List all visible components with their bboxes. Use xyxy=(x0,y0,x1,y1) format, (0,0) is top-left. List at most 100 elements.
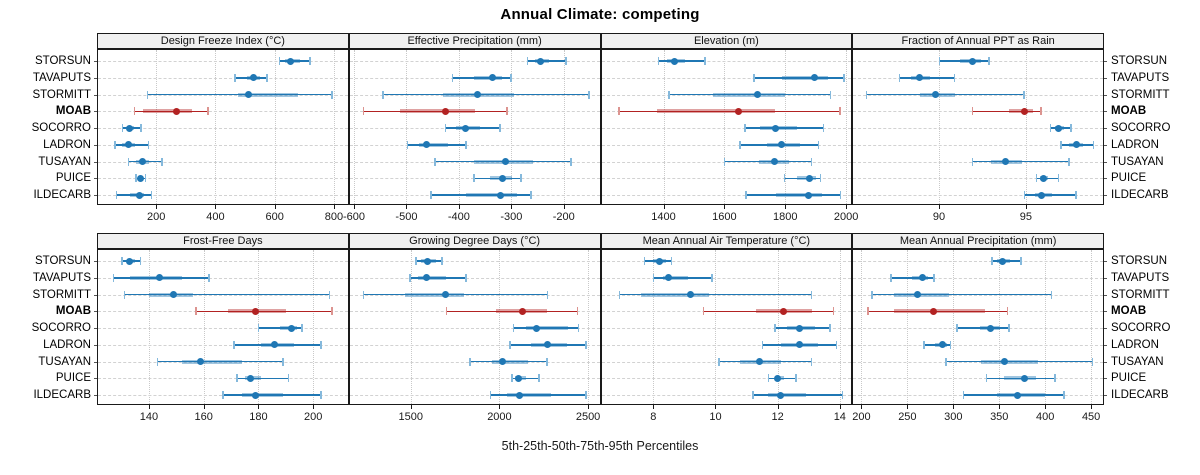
median-dot xyxy=(932,91,940,98)
row-gridline xyxy=(853,178,1103,180)
site-label-left: TAVAPUTS xyxy=(32,71,91,84)
v-gridline xyxy=(715,250,717,404)
whisker-line xyxy=(871,293,1052,296)
site-label-right: PUICE xyxy=(1111,172,1147,185)
whisker-cap xyxy=(208,273,210,282)
iqr-band xyxy=(657,109,776,114)
whisker-cap xyxy=(867,307,869,316)
whisker-cap xyxy=(865,90,868,99)
whisker-cap xyxy=(841,391,844,399)
site-label-left: TUSAYAN xyxy=(38,155,91,168)
row-gridline xyxy=(601,344,852,346)
whisker-cap xyxy=(565,57,567,65)
v-gridline xyxy=(406,50,408,204)
panel-plot xyxy=(97,249,349,405)
iqr-band xyxy=(997,393,1046,397)
whisker-cap xyxy=(1020,257,1022,265)
axis-tick-label: 1600 xyxy=(712,211,737,223)
axis-tick-label: -400 xyxy=(447,211,470,223)
row-tick xyxy=(1104,261,1107,262)
whisker-cap xyxy=(278,57,281,65)
whisker-line xyxy=(124,293,330,296)
whisker-line xyxy=(703,310,834,312)
whisker-line xyxy=(963,394,1065,396)
median-dot xyxy=(929,307,937,315)
whisker-cap xyxy=(962,391,965,399)
median-dot xyxy=(1014,391,1022,399)
axis-tick-mark xyxy=(953,405,955,409)
row-gridline xyxy=(98,128,348,129)
panel-strip: Fraction of Annual PPT as Rain xyxy=(852,33,1104,49)
v-gridline xyxy=(846,50,848,204)
whisker-line xyxy=(258,327,303,329)
whisker-line xyxy=(279,60,311,62)
axis-tick-mark xyxy=(511,205,513,209)
whisker-line xyxy=(382,93,590,96)
axis-tick-mark xyxy=(410,405,412,409)
whisker-cap xyxy=(127,157,130,166)
whisker-cap xyxy=(576,307,579,316)
axis-tick-label: 450 xyxy=(1081,411,1101,423)
median-dot xyxy=(938,341,946,349)
v-gridline xyxy=(953,250,955,404)
row-tick xyxy=(94,195,97,196)
axis-tick-label: 2000 xyxy=(487,411,512,423)
whisker-cap xyxy=(320,340,322,349)
median-dot xyxy=(735,107,743,115)
row-tick xyxy=(1104,277,1107,279)
whisker-cap xyxy=(506,107,508,116)
median-dot xyxy=(1072,141,1080,149)
whisker-cap xyxy=(588,90,590,99)
median-dot xyxy=(537,57,545,65)
whisker-cap xyxy=(753,73,755,82)
median-dot xyxy=(1037,191,1045,199)
median-dot xyxy=(998,257,1006,265)
median-dot xyxy=(755,358,763,365)
whisker-line xyxy=(446,310,578,312)
whisker-line xyxy=(986,377,1056,379)
whisker-cap xyxy=(739,140,741,149)
median-dot xyxy=(474,91,482,98)
median-dot xyxy=(197,358,205,365)
whisker-cap xyxy=(465,273,467,282)
whisker-line xyxy=(445,127,501,129)
whisker-line xyxy=(511,377,540,379)
whisker-cap xyxy=(1035,174,1038,183)
axis-tick-label: 1800 xyxy=(773,211,798,223)
iqr-band xyxy=(640,292,710,297)
site-label-left: STORMITT xyxy=(32,288,91,301)
site-label-right: TAVAPUTS xyxy=(1111,271,1170,284)
site-label-right: SOCORRO xyxy=(1111,322,1171,334)
whisker-cap xyxy=(618,290,621,299)
median-dot xyxy=(543,341,551,349)
median-dot xyxy=(516,391,524,399)
axis-tick-mark xyxy=(777,405,779,409)
axis-tick-label: -500 xyxy=(395,211,418,223)
row-gridline xyxy=(98,378,348,380)
axis-tick-label: 1400 xyxy=(651,211,676,223)
whisker-cap xyxy=(752,391,754,399)
row-tick xyxy=(94,328,97,329)
panel-strip: Mean Annual Air Temperature (°C) xyxy=(600,233,853,249)
axis-tick-mark xyxy=(653,405,655,409)
whisker-line xyxy=(363,293,548,296)
row-gridline xyxy=(601,77,852,79)
whisker-cap xyxy=(489,391,492,399)
row-gridline xyxy=(349,61,600,62)
median-dot xyxy=(805,191,813,199)
whisker-line xyxy=(890,277,934,279)
whisker-cap xyxy=(530,191,532,199)
whisker-line xyxy=(972,160,1070,163)
axis-tick-mark xyxy=(588,405,590,409)
whisker-line xyxy=(745,194,841,196)
row-gridline xyxy=(98,328,348,329)
iqr-band xyxy=(893,292,949,297)
axis-tick-mark xyxy=(274,205,276,209)
v-gridline xyxy=(1091,250,1093,404)
axis-tick-mark xyxy=(1025,205,1027,209)
iqr-band xyxy=(466,193,517,197)
row-gridline xyxy=(349,344,600,346)
row-tick xyxy=(1104,178,1107,180)
median-dot xyxy=(441,291,449,298)
